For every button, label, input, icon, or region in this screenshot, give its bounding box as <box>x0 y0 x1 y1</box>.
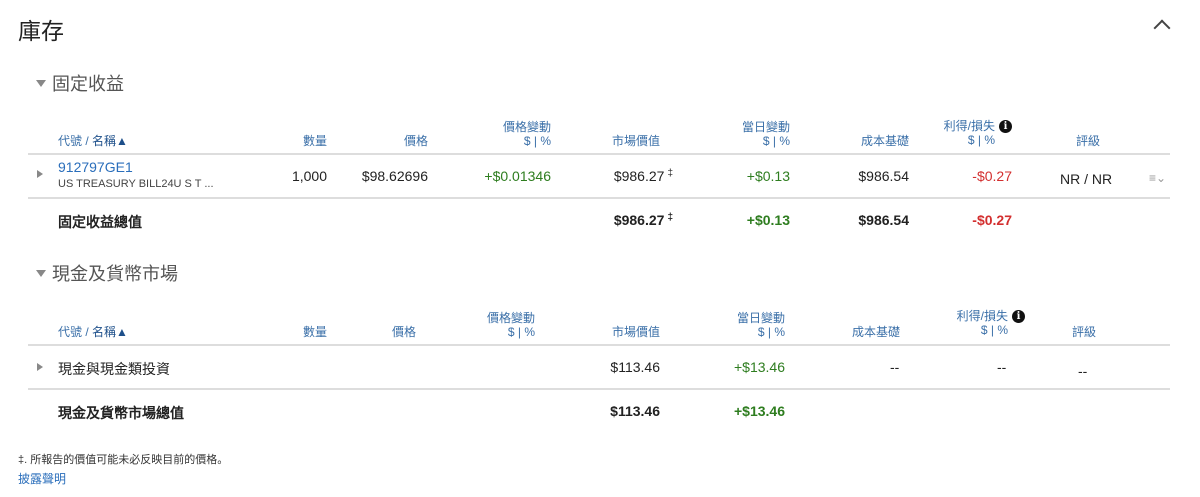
col-symbol[interactable]: 代號 <box>58 325 83 339</box>
cost-basis: $986.54 <box>858 168 909 184</box>
row-menu-icon[interactable]: ≡⌄ <box>1149 171 1167 185</box>
rating: -- <box>1078 363 1088 379</box>
expand-row-icon[interactable] <box>37 363 43 371</box>
value: $986.27 <box>613 168 665 184</box>
disclosure-link[interactable]: 披露聲明 <box>18 472 67 486</box>
day-change: +$0.13 <box>746 168 790 184</box>
col-price-change[interactable]: 價格變動 $ | % <box>487 311 535 339</box>
divider <box>28 197 1170 199</box>
caret-down-icon <box>36 80 46 87</box>
info-icon[interactable]: i <box>1012 310 1025 323</box>
gain-loss: -$0.27 <box>972 168 1012 184</box>
security-description: US TREASURY BILL24U S T ... <box>58 178 214 190</box>
gain-loss: -- <box>997 359 1007 375</box>
quantity: 1,000 <box>291 168 327 184</box>
col-label: 價格變動 <box>486 311 535 325</box>
total-day-change: +$0.13 <box>746 212 790 228</box>
price: $98.62696 <box>361 168 428 184</box>
value: $986.27 <box>613 212 665 228</box>
col-label: 利得/損失 <box>943 119 995 133</box>
col-quantity[interactable]: 數量 <box>302 134 327 148</box>
col-rating[interactable]: 評級 <box>1072 325 1097 339</box>
sep: / <box>82 325 93 339</box>
col-sub: $ | % <box>757 325 785 339</box>
footnote-mark: ‡ <box>667 212 673 223</box>
expand-row-icon[interactable] <box>37 170 43 178</box>
total-gain-loss: -$0.27 <box>972 212 1012 228</box>
market-value: $986.27 ‡ <box>614 168 673 184</box>
col-sub: $ | % <box>523 134 551 148</box>
total-market-value: $986.27 ‡ <box>614 212 673 228</box>
col-name-sort[interactable]: 名稱▲ <box>92 325 128 339</box>
caret-down-icon <box>36 270 46 277</box>
col-symbol[interactable]: 代號 <box>58 134 83 148</box>
col-symbol-name[interactable]: 代號 / 名稱▲ <box>58 325 128 339</box>
footnote-mark: ‡ <box>667 168 673 179</box>
col-label: 當日變動 <box>736 311 785 325</box>
col-price[interactable]: 價格 <box>403 134 428 148</box>
total-market-value: $113.46 <box>610 403 660 419</box>
sep: / <box>82 134 93 148</box>
col-market-value[interactable]: 市場價值 <box>611 325 660 339</box>
col-price[interactable]: 價格 <box>391 325 416 339</box>
col-label: 當日變動 <box>741 120 790 134</box>
page-title: 庫存 <box>18 18 64 44</box>
col-quantity[interactable]: 數量 <box>302 325 327 339</box>
symbol-link[interactable]: 912797GE1 <box>58 159 133 175</box>
section-label: 固定收益 <box>52 74 124 94</box>
section-label: 現金及貨幣市場 <box>52 264 178 284</box>
col-day-change[interactable]: 當日變動 $ | % <box>737 311 785 339</box>
cost-basis: -- <box>890 359 900 375</box>
section-toggle-fixed-income[interactable]: 固定收益 <box>36 70 124 96</box>
col-label: 價格變動 <box>502 120 551 134</box>
total-label: 現金及貨幣市場總值 <box>58 405 184 421</box>
cash-name: 現金與現金類投資 <box>58 361 170 377</box>
divider <box>28 153 1170 155</box>
divider <box>28 388 1170 390</box>
col-name-sort[interactable]: 名稱▲ <box>92 134 128 148</box>
rating: NR / NR <box>1060 171 1113 187</box>
day-change: +$13.46 <box>734 359 785 375</box>
market-value: $113.46 <box>610 359 660 375</box>
divider <box>28 344 1170 346</box>
footnote: ‡. 所報告的價值可能未必反映目前的價格。 <box>18 454 229 466</box>
col-symbol-name[interactable]: 代號 / 名稱▲ <box>58 134 128 148</box>
col-day-change[interactable]: 當日變動 $ | % <box>742 120 790 148</box>
col-price-change[interactable]: 價格變動 $ | % <box>503 120 551 148</box>
col-market-value[interactable]: 市場價值 <box>611 134 660 148</box>
col-sub: $ | % <box>762 134 790 148</box>
chevron-up-icon[interactable] <box>1153 19 1171 37</box>
total-cost-basis: $986.54 <box>858 212 909 228</box>
col-label: 利得/損失 <box>956 309 1008 323</box>
col-cost-basis[interactable]: 成本基礎 <box>860 134 909 148</box>
col-cost-basis[interactable]: 成本基礎 <box>851 325 900 339</box>
col-sub: $ | % <box>967 133 995 147</box>
col-gain-loss[interactable]: 利得/損失 i $ | % <box>957 309 1025 337</box>
col-sub: $ | % <box>980 323 1008 337</box>
price-change: +$0.01346 <box>484 168 551 184</box>
total-day-change: +$13.46 <box>734 403 785 419</box>
col-sub: $ | % <box>507 325 535 339</box>
info-icon[interactable]: i <box>999 120 1012 133</box>
col-gain-loss[interactable]: 利得/損失 i $ | % <box>944 119 1012 147</box>
total-label: 固定收益總值 <box>58 214 142 230</box>
section-toggle-cash[interactable]: 現金及貨幣市場 <box>36 260 178 286</box>
col-rating[interactable]: 評級 <box>1076 134 1101 148</box>
